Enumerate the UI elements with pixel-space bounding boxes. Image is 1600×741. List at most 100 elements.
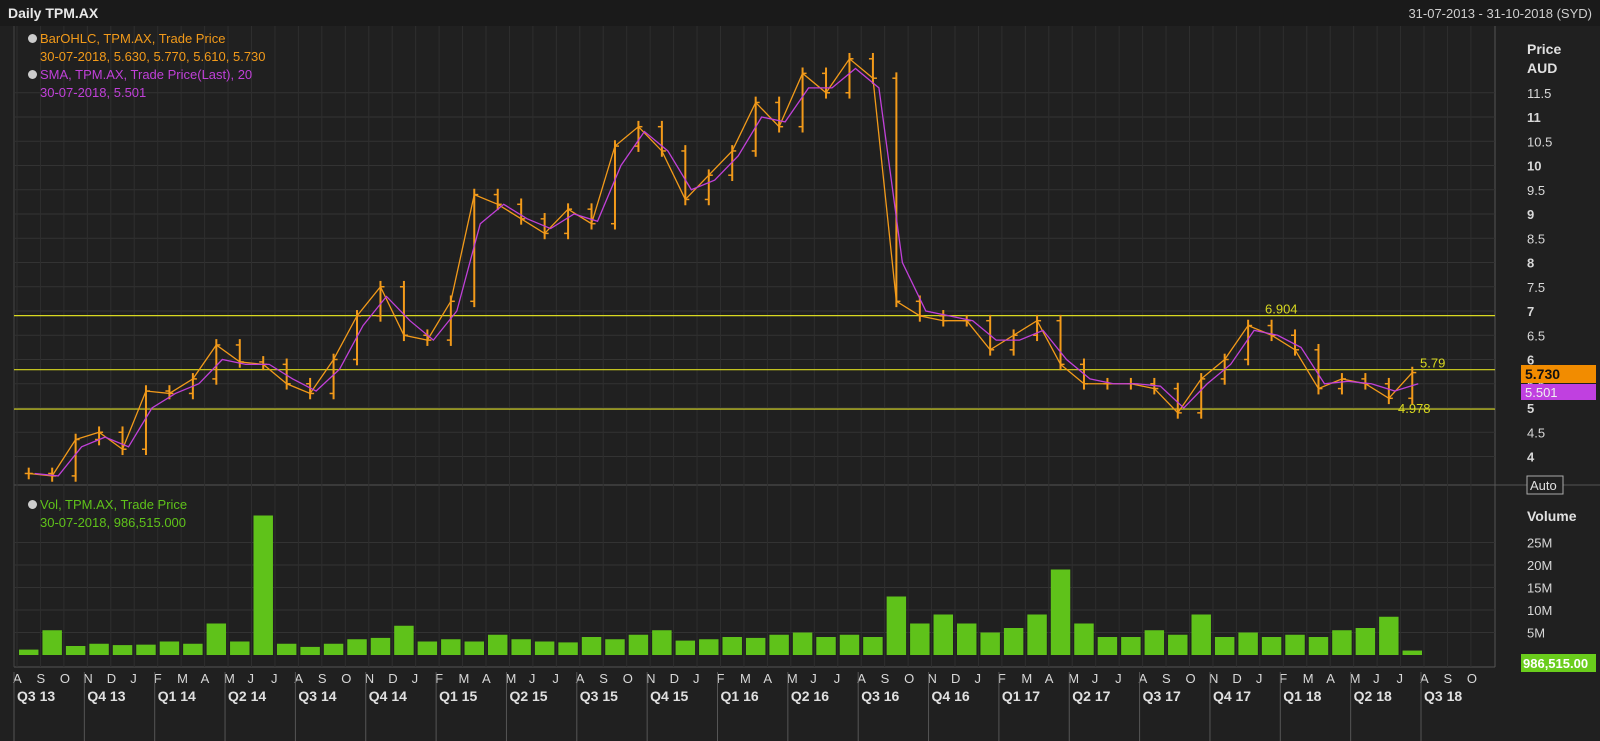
month-tick-label: A [201,671,210,686]
volume-bar [675,640,696,655]
month-tick-label: N [365,671,374,686]
sma-badge: 5.501 [1525,385,1558,400]
volume-tick-label: 5M [1527,626,1545,641]
volume-bar [605,639,625,655]
month-tick-label: M [740,671,751,686]
quarter-tick-label: Q3 18 [1424,688,1462,704]
quarter-tick-label: Q4 14 [369,688,407,704]
volume-bar [816,637,836,655]
month-tick-label: D [107,671,116,686]
volume-bar [722,637,742,655]
volume-bar [65,646,86,655]
month-tick-label: M [224,671,235,686]
price-tick-label: 7 [1527,304,1534,319]
price-tick-label: 9 [1527,207,1534,222]
month-tick-label: F [1279,671,1287,686]
volume-bar [1144,630,1165,655]
quarter-tick-label: Q1 17 [1002,688,1040,704]
month-tick-label: N [646,671,655,686]
month-tick-label: A [763,671,772,686]
volume-bar [1355,628,1376,655]
volume-bar [745,637,766,655]
level-line-label: 4.978 [1398,401,1431,416]
volume-legend-detail: 30-07-2018, 986,515.000 [40,515,187,530]
volume-bar [1191,614,1211,655]
month-tick-label: S [1443,671,1452,686]
volume-bar [1027,614,1047,655]
ohlc-legend-detail: 30-07-2018, 5.630, 5.770, 5.610, 5.730 [40,49,266,64]
month-tick-label: J [693,671,700,686]
volume-bar [417,641,438,655]
volume-bar [206,623,227,655]
month-tick-label: O [60,671,70,686]
price-tick-label: 11.5 [1527,86,1551,101]
price-tick-label: 4 [1527,450,1535,465]
month-tick-label: O [1186,671,1196,686]
volume-bar [839,634,860,655]
price-axis-title-line2: AUD [1527,60,1558,76]
price-tick-label: 4.5 [1527,425,1545,440]
volume-bar [441,639,461,655]
ohlc-legend-toggle-icon[interactable] [28,34,37,43]
price-tick-label: 5 [1527,401,1534,416]
quarter-tick-label: Q1 18 [1283,688,1321,704]
last-price-badge: 5.730 [1525,366,1560,382]
date-range: 31-07-2013 - 31-10-2018 (SYD) [1408,6,1592,21]
month-tick-label: N [1209,671,1218,686]
month-tick-label: J [248,671,255,686]
quarter-tick-label: Q2 18 [1354,688,1392,704]
quarter-tick-label: Q3 17 [1143,688,1181,704]
volume-bar [1121,637,1141,655]
volume-axis-title: Volume [1527,508,1577,524]
volume-bar [910,623,930,655]
volume-bar [1308,637,1329,655]
month-tick-label: S [1162,671,1171,686]
month-tick-label: J [810,671,817,686]
price-tick-label: 10.5 [1527,134,1552,149]
volume-bar [1097,637,1118,655]
quarter-tick-label: Q2 16 [791,688,829,704]
volume-bar [253,515,273,655]
month-tick-label: J [1373,671,1380,686]
volume-badge-bg [1521,654,1596,672]
month-tick-label: S [599,671,608,686]
volume-bar [558,642,578,655]
month-tick-label: M [505,671,516,686]
sma-legend-detail: 30-07-2018, 5.501 [40,85,147,100]
price-tick-label: 6 [1527,353,1534,368]
month-tick-label: J [412,671,419,686]
month-tick-label: S [881,671,890,686]
volume-bar [488,634,508,655]
volume-bar [1402,650,1422,655]
sma-legend: SMA, TPM.AX, Trade Price(Last), 20 30-07… [28,66,252,102]
sma-line [34,67,1419,477]
auto-button-bg[interactable] [1526,475,1564,495]
auto-button[interactable]: Auto [1530,478,1557,493]
quarter-tick-label: Q4 13 [87,688,125,704]
month-tick-label: M [1068,671,1079,686]
month-tick-label: J [974,671,981,686]
volume-bar [933,614,953,655]
volume-tick-label: 25M [1527,536,1552,551]
volume-bar [1261,637,1282,655]
volume-bar [511,639,531,655]
quarter-tick-label: Q4 15 [650,688,688,704]
quarter-tick-label: Q1 15 [439,688,477,704]
volume-bar [1168,634,1188,655]
quarter-tick-label: Q3 14 [298,688,336,704]
price-tick-label: 11 [1527,110,1541,125]
volume-bar [347,639,367,655]
volume-bar [886,596,907,655]
month-tick-label: A [1326,671,1335,686]
month-tick-label: J [529,671,536,686]
volume-bar [534,641,555,655]
volume-bar [159,641,180,655]
month-tick-label: M [1350,671,1361,686]
volume-bar [1003,628,1024,655]
volume-bar [370,637,391,655]
price-tick-label: 8.5 [1527,231,1545,246]
quarter-tick-label: Q3 15 [580,688,618,704]
sma-legend-toggle-icon[interactable] [28,70,37,79]
volume-legend-toggle-icon[interactable] [28,500,37,509]
